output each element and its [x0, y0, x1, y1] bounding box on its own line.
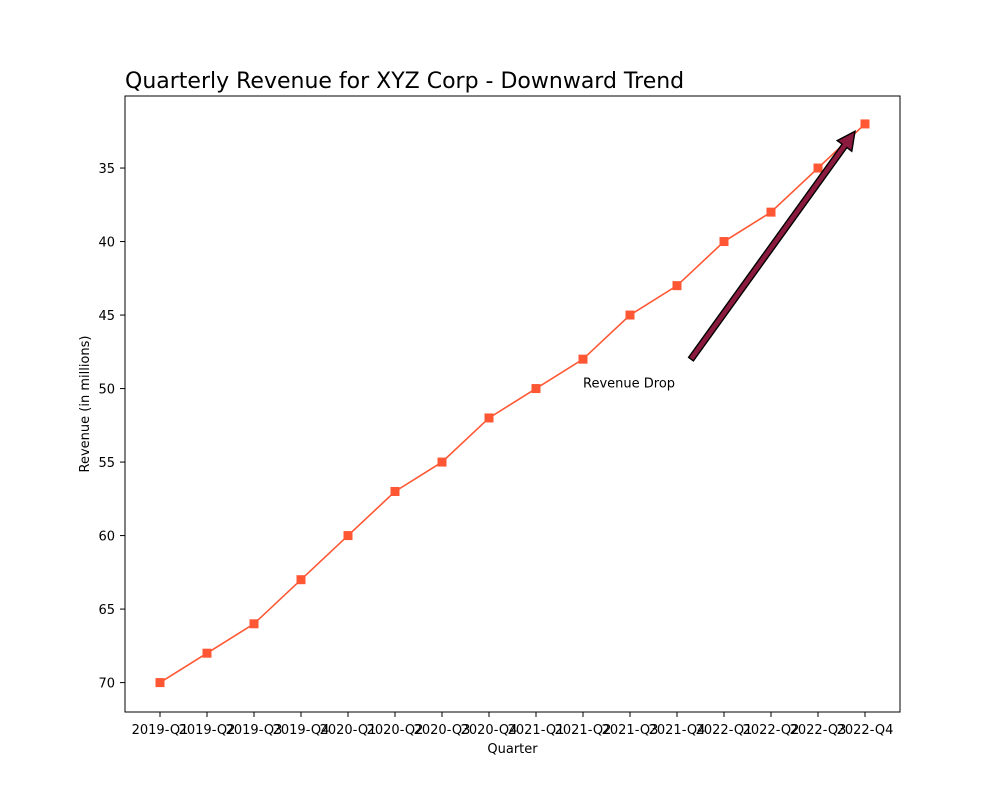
- y-tick-label: 35: [98, 162, 115, 177]
- data-point: [813, 163, 823, 173]
- y-axis-title: Revenue (in millions): [78, 336, 93, 473]
- x-tick-label: 2020-Q2: [367, 723, 424, 738]
- data-point: [672, 281, 682, 291]
- x-tick-label: 2022-Q1: [696, 723, 753, 738]
- plot-area: 2019-Q12019-Q22019-Q32019-Q42020-Q12020-…: [98, 95, 901, 738]
- x-tick-label: 2019-Q3: [226, 723, 283, 738]
- x-axis-title: Quarter: [487, 742, 538, 757]
- y-tick-label: 40: [98, 236, 115, 251]
- x-tick-label: 2021-Q3: [602, 723, 659, 738]
- data-point: [625, 310, 635, 320]
- x-tick-label: 2022-Q4: [837, 723, 894, 738]
- x-tick-label: 2020-Q4: [461, 723, 518, 738]
- data-point: [390, 486, 400, 496]
- data-point: [531, 384, 541, 394]
- y-tick-label: 70: [98, 677, 115, 692]
- x-tick-label: 2021-Q1: [508, 723, 565, 738]
- x-tick-label: 2022-Q2: [743, 723, 800, 738]
- y-tick-label: 45: [98, 309, 115, 324]
- data-point: [155, 678, 165, 688]
- annotation-arrow: [687, 130, 856, 362]
- data-point: [343, 531, 353, 541]
- y-tick-label: 60: [98, 530, 115, 545]
- data-point: [296, 575, 306, 585]
- data-point: [719, 237, 729, 247]
- data-point: [578, 354, 588, 364]
- annotation-label: Revenue Drop: [583, 377, 675, 392]
- x-tick-label: 2021-Q2: [555, 723, 612, 738]
- data-point: [766, 207, 776, 217]
- data-point: [202, 648, 212, 658]
- chart-title: Quarterly Revenue for XYZ Corp - Downwar…: [125, 69, 684, 94]
- data-point: [484, 413, 494, 423]
- x-tick-label: 2019-Q4: [273, 723, 330, 738]
- data-point: [437, 457, 447, 467]
- x-tick-label: 2021-Q4: [649, 723, 706, 738]
- series-line: [159, 123, 866, 684]
- plot-frame: [124, 95, 901, 713]
- x-tick-label: 2019-Q2: [179, 723, 236, 738]
- x-tick-label: 2022-Q3: [790, 723, 847, 738]
- x-tick-label: 2019-Q1: [132, 723, 189, 738]
- y-tick-label: 50: [98, 383, 115, 398]
- x-tick-label: 2020-Q3: [414, 723, 471, 738]
- y-tick-label: 65: [98, 603, 115, 618]
- data-point: [249, 619, 259, 629]
- data-point: [860, 119, 870, 129]
- y-tick-label: 55: [98, 456, 115, 471]
- x-tick-label: 2020-Q1: [320, 723, 377, 738]
